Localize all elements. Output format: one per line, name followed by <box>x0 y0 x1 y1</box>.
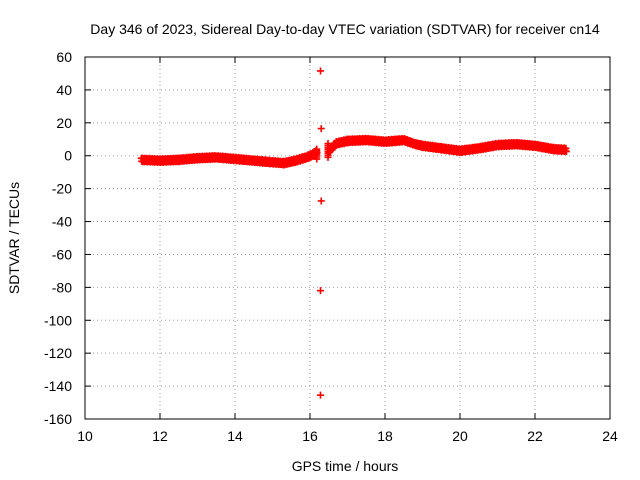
x-tick-label: 16 <box>302 428 318 444</box>
x-axis-label: GPS time / hours <box>292 458 399 474</box>
x-tick-label: 10 <box>77 428 93 444</box>
x-tick-label: 18 <box>377 428 393 444</box>
y-tick-label: -60 <box>52 246 72 262</box>
y-tick-label: -160 <box>44 411 72 427</box>
outlier-point <box>317 391 324 399</box>
y-tick-label: -120 <box>44 345 72 361</box>
y-tick-label: -100 <box>44 312 72 328</box>
plot-area-border <box>84 56 611 420</box>
series-SDTVAR <box>137 67 570 399</box>
outlier-point <box>317 67 324 75</box>
y-tick-label: 20 <box>56 115 72 131</box>
data-points <box>137 67 570 399</box>
axes: 10 12 14 16 18 20 22 24 60 40 20 0 -20 -40 -60 -80 -100 -… <box>44 49 618 444</box>
y-tick-label: 60 <box>56 49 72 65</box>
y-tick-label: -140 <box>44 378 72 394</box>
y-tick-label: -20 <box>52 181 72 197</box>
y-tick-label: -80 <box>52 279 72 295</box>
y-tick-label: 40 <box>56 82 72 98</box>
outlier-point <box>317 287 324 295</box>
y-axis-label: SDTVAR / TECUs <box>6 182 22 294</box>
x-tick-label: 22 <box>527 428 543 444</box>
x-tick-label: 20 <box>452 428 468 444</box>
gridlines <box>85 57 610 419</box>
x-tick-label: 24 <box>602 428 618 444</box>
y-tick-label: -40 <box>52 214 72 230</box>
chart-title: Day 346 of 2023, Sidereal Day-to-day VTE… <box>90 21 600 37</box>
outlier-point <box>317 197 325 205</box>
y-tick-label: 0 <box>64 148 72 164</box>
data-point <box>562 148 570 156</box>
data-point <box>313 145 321 153</box>
x-tick-label: 14 <box>227 428 243 444</box>
outlier-point <box>317 125 325 133</box>
data-point <box>324 140 332 148</box>
x-tick-label: 12 <box>152 428 168 444</box>
